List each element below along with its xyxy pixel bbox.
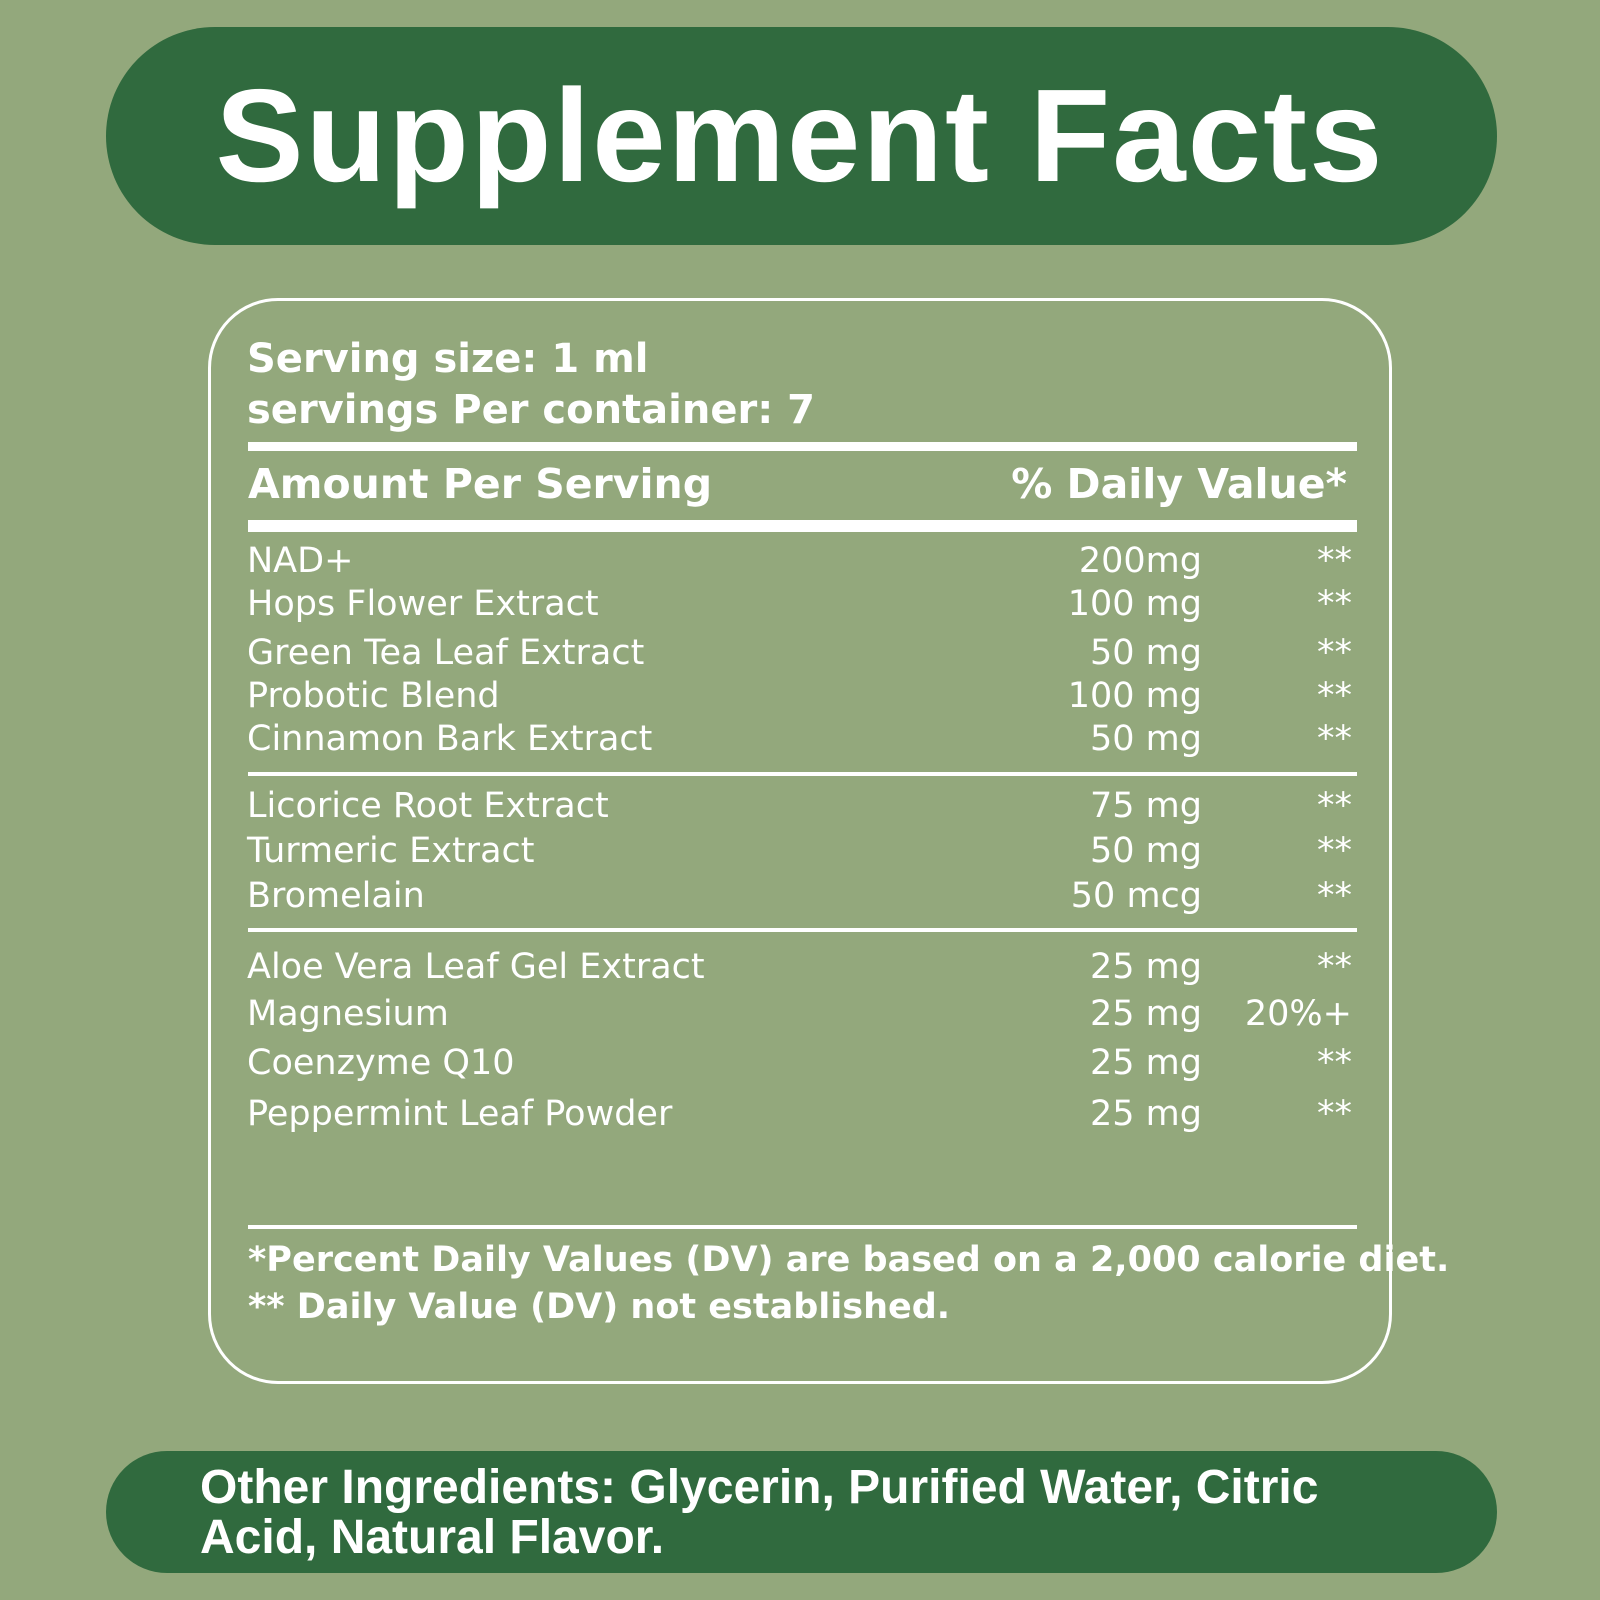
- facts-box: [208, 298, 1392, 1384]
- title-banner: [106, 27, 1497, 245]
- other-banner: [106, 1451, 1497, 1573]
- ingredient-name: Hops Flower Extract: [247, 584, 599, 624]
- title: Supplement Facts: [215, 62, 1385, 209]
- amount: 75 mg: [1090, 786, 1202, 826]
- ingredient-name: NAD+: [247, 541, 354, 581]
- daily-value: **: [1317, 786, 1352, 826]
- footnote: *Percent Daily Values (DV) are based on …: [248, 1240, 1450, 1280]
- ingredient-name: Bromelain: [247, 876, 425, 916]
- dv-header: % Daily Value*: [1011, 460, 1347, 508]
- daily-value: **: [1317, 584, 1352, 624]
- amount: 200mg: [1078, 541, 1202, 581]
- serving-size: Serving size: 1 ml: [247, 336, 649, 382]
- daily-value: **: [1317, 831, 1352, 871]
- daily-value: **: [1317, 633, 1352, 673]
- rule: [248, 928, 1357, 932]
- daily-value: **: [1317, 947, 1352, 987]
- daily-value: **: [1317, 676, 1352, 716]
- rule: [248, 1225, 1357, 1229]
- ingredient-name: Aloe Vera Leaf Gel Extract: [247, 947, 705, 987]
- rule: [248, 772, 1357, 776]
- ingredient-name: Probotic Blend: [247, 676, 500, 716]
- daily-value: **: [1317, 1094, 1352, 1134]
- daily-value: **: [1317, 1043, 1352, 1083]
- daily-value: **: [1317, 541, 1352, 581]
- amount: 100 mg: [1067, 584, 1202, 624]
- daily-value: **: [1317, 719, 1352, 759]
- ingredient-name: Green Tea Leaf Extract: [247, 633, 645, 673]
- ingredient-name: Cinnamon Bark Extract: [247, 719, 653, 759]
- ingredient-name: Licorice Root Extract: [247, 786, 609, 826]
- servings-per-container: servings Per container: 7: [247, 387, 815, 433]
- amount: 50 mg: [1090, 633, 1202, 673]
- amount: 25 mg: [1090, 1043, 1202, 1083]
- amount: 50 mcg: [1070, 876, 1202, 916]
- daily-value: **: [1317, 876, 1352, 916]
- amount-header: Amount Per Serving: [248, 460, 713, 508]
- other-ingredients: Other Ingredients: Glycerin, Purified Wa…: [200, 1461, 1319, 1564]
- footnote: ** Daily Value (DV) not established.: [248, 1287, 951, 1327]
- ingredient-name: Magnesium: [247, 994, 449, 1034]
- amount: 50 mg: [1090, 719, 1202, 759]
- amount: 25 mg: [1090, 994, 1202, 1034]
- amount: 100 mg: [1067, 676, 1202, 716]
- daily-value: 20%+: [1244, 994, 1352, 1034]
- amount: 50 mg: [1090, 831, 1202, 871]
- amount: 25 mg: [1090, 947, 1202, 987]
- rule: [248, 442, 1357, 451]
- rule: [248, 520, 1357, 532]
- ingredient-name: Turmeric Extract: [247, 831, 535, 871]
- ingredient-name: Coenzyme Q10: [247, 1043, 515, 1083]
- amount: 25 mg: [1090, 1094, 1202, 1134]
- ingredient-name: Peppermint Leaf Powder: [247, 1094, 673, 1134]
